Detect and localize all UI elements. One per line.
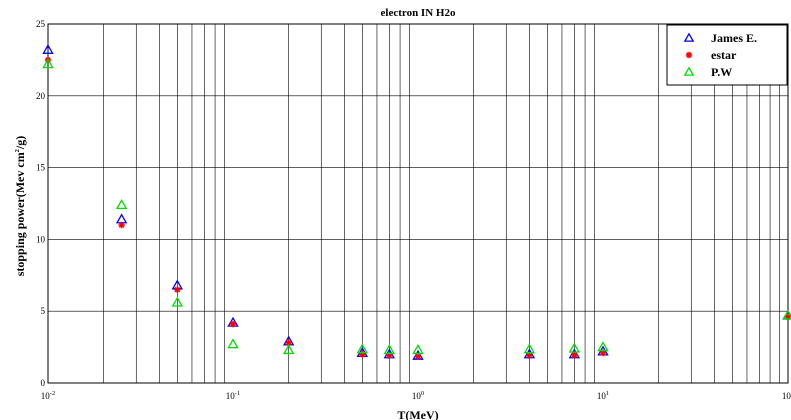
- y-tick-label: 5: [41, 306, 46, 316]
- data-point: [597, 341, 609, 352]
- data-point: [526, 352, 533, 359]
- x-axis-label: T(MeV): [397, 408, 438, 420]
- y-tick-label: 25: [36, 19, 46, 29]
- series-2: [42, 58, 791, 355]
- data-point: [412, 344, 424, 355]
- data-point: [282, 344, 295, 355]
- data-point: [414, 353, 422, 360]
- data-point: [118, 221, 125, 229]
- legend-entry: P.W: [683, 65, 732, 79]
- y-tick-label: 15: [36, 163, 46, 173]
- data-point: [227, 338, 239, 349]
- legend-entry: estar: [685, 48, 737, 62]
- data-point: [359, 351, 366, 358]
- data-point: [115, 199, 128, 210]
- legend-marker: [683, 66, 695, 76]
- data-point: [383, 344, 396, 355]
- data-point: [42, 43, 54, 54]
- y-tick-label: 0: [41, 378, 46, 388]
- x-tick-label: 10-2: [41, 390, 55, 401]
- data-point: [285, 339, 292, 346]
- data-points: [42, 43, 791, 360]
- series-1: [44, 56, 791, 360]
- data-point: [523, 343, 536, 354]
- x-tick-label: 102: [782, 390, 791, 401]
- plot-frame: [47, 23, 789, 384]
- legend-label: estar: [711, 48, 737, 62]
- x-tick-label: 10-1: [226, 390, 240, 401]
- y-axis-label: stopping power(Mev cm2/g): [13, 136, 27, 277]
- legend-marker: [685, 51, 693, 59]
- data-point: [568, 342, 581, 353]
- data-point: [229, 320, 237, 328]
- x-tick-label: 101: [597, 390, 609, 401]
- axis-ticks: 0 5 10 15 20 25 10-2 10-1 100 101 102: [36, 19, 791, 401]
- legend-label: P.W: [711, 65, 732, 79]
- data-point: [42, 58, 54, 69]
- chart-title: electron IN H2o: [381, 7, 456, 19]
- data-point: [115, 213, 128, 224]
- y-tick-label: 20: [36, 91, 46, 101]
- legend-label: James E.: [711, 31, 757, 45]
- data-point: [356, 343, 369, 354]
- legend-marker: [683, 32, 695, 42]
- data-point: [174, 286, 181, 293]
- x-tick-label: 100: [412, 390, 424, 401]
- y-tick-label: 10: [36, 234, 46, 244]
- legend-entry: James E.: [683, 31, 757, 45]
- data-point: [171, 296, 184, 307]
- data-point: [782, 309, 791, 320]
- series-0: [42, 43, 791, 360]
- legend: James E. estar P.W: [666, 24, 788, 86]
- data-point: [571, 351, 578, 359]
